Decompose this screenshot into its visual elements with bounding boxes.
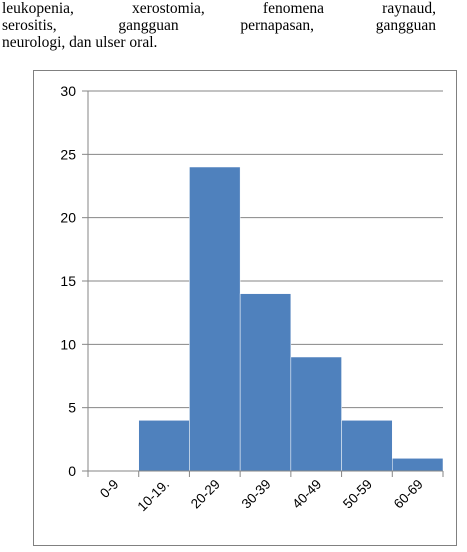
word: pernapasan, <box>240 17 314 34</box>
x-category-label: 40-49 <box>289 477 324 512</box>
bar-20-29 <box>189 166 241 472</box>
x-category-label: 50-59 <box>340 477 375 512</box>
grid-layer <box>88 90 443 409</box>
y-tick-label: 10 <box>60 336 76 352</box>
paragraph-line-2: serositis, gangguan pernapasan, gangguan <box>2 17 436 34</box>
y-tick-label: 20 <box>60 210 76 226</box>
word: gangguan <box>118 17 179 34</box>
y-tick-label: 0 <box>68 463 76 479</box>
bar-10-19. <box>138 420 190 472</box>
x-category-label: 30-39 <box>239 477 274 512</box>
y-tick-label: 30 <box>60 83 76 99</box>
paragraph-line-1: leukopenia, xerostomia, fenomena raynaud… <box>2 0 436 17</box>
word: fenomena <box>262 0 325 17</box>
word: raynaud, <box>382 0 436 17</box>
body-paragraph: leukopenia, xerostomia, fenomena raynaud… <box>2 0 436 51</box>
x-category-label: 60-69 <box>391 477 426 512</box>
bar-layer <box>138 166 444 472</box>
bar-60-69 <box>392 458 444 472</box>
histogram-chart: 0 5 10 15 20 25 30 0-9 10-19. 20-29 30-39 40-49 50-5… <box>60 83 444 515</box>
x-category-label: 10-19. <box>135 477 173 515</box>
bar-30-39 <box>239 293 292 472</box>
word: leukopenia, <box>2 0 74 17</box>
paragraph-line-3: neurologi, dan ulser oral. <box>2 34 158 51</box>
y-tick-label: 5 <box>68 400 76 416</box>
y-tick-label: 15 <box>60 273 76 289</box>
word: gangguan <box>375 17 436 34</box>
bar-50-59 <box>341 420 393 472</box>
word: serositis, <box>2 17 57 34</box>
y-tick-label: 25 <box>60 146 76 162</box>
bar-40-49 <box>290 356 342 472</box>
word: xerostomia, <box>132 0 205 17</box>
x-category-label: 20-29 <box>188 477 223 512</box>
chart-frame: 0 5 10 15 20 25 30 0-9 10-19. 20-29 30-39 40-49 50-5… <box>33 70 457 546</box>
x-category-label: 0-9 <box>97 477 121 501</box>
